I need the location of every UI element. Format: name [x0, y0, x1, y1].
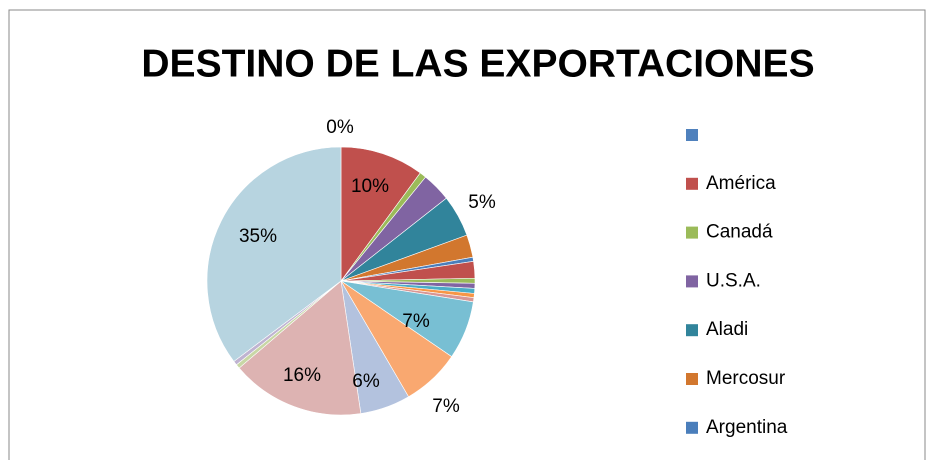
pie-slice [206, 146, 342, 362]
pie-slice [340, 146, 421, 282]
legend-swatch [686, 373, 698, 385]
pie-slice [238, 280, 362, 416]
legend-swatch [686, 129, 698, 141]
data-label: 0% [326, 117, 354, 138]
legend-swatch [686, 421, 698, 434]
legend-swatch [686, 275, 698, 288]
legend-label: Aladi [706, 319, 748, 340]
legend-swatch [686, 226, 698, 239]
data-label: 5% [468, 192, 496, 213]
legend-label: U.S.A. [706, 270, 761, 291]
chart-title: DESTINO DE LAS EXPORTACIONES [141, 42, 814, 85]
legend-swatch [686, 324, 698, 337]
legend-label: América [706, 173, 776, 194]
data-label: 35% [239, 226, 277, 247]
data-label: 7% [402, 311, 430, 332]
legend-label: Argentina [706, 417, 788, 438]
legend-swatch [686, 177, 698, 190]
data-label: 7% [432, 396, 460, 417]
data-label: 10% [351, 176, 389, 197]
data-label: 6% [352, 371, 380, 392]
data-label: 16% [283, 365, 321, 386]
legend-label: Mercosur [706, 368, 786, 389]
chart-frame [8, 9, 926, 460]
legend-label: Canadá [706, 222, 773, 243]
